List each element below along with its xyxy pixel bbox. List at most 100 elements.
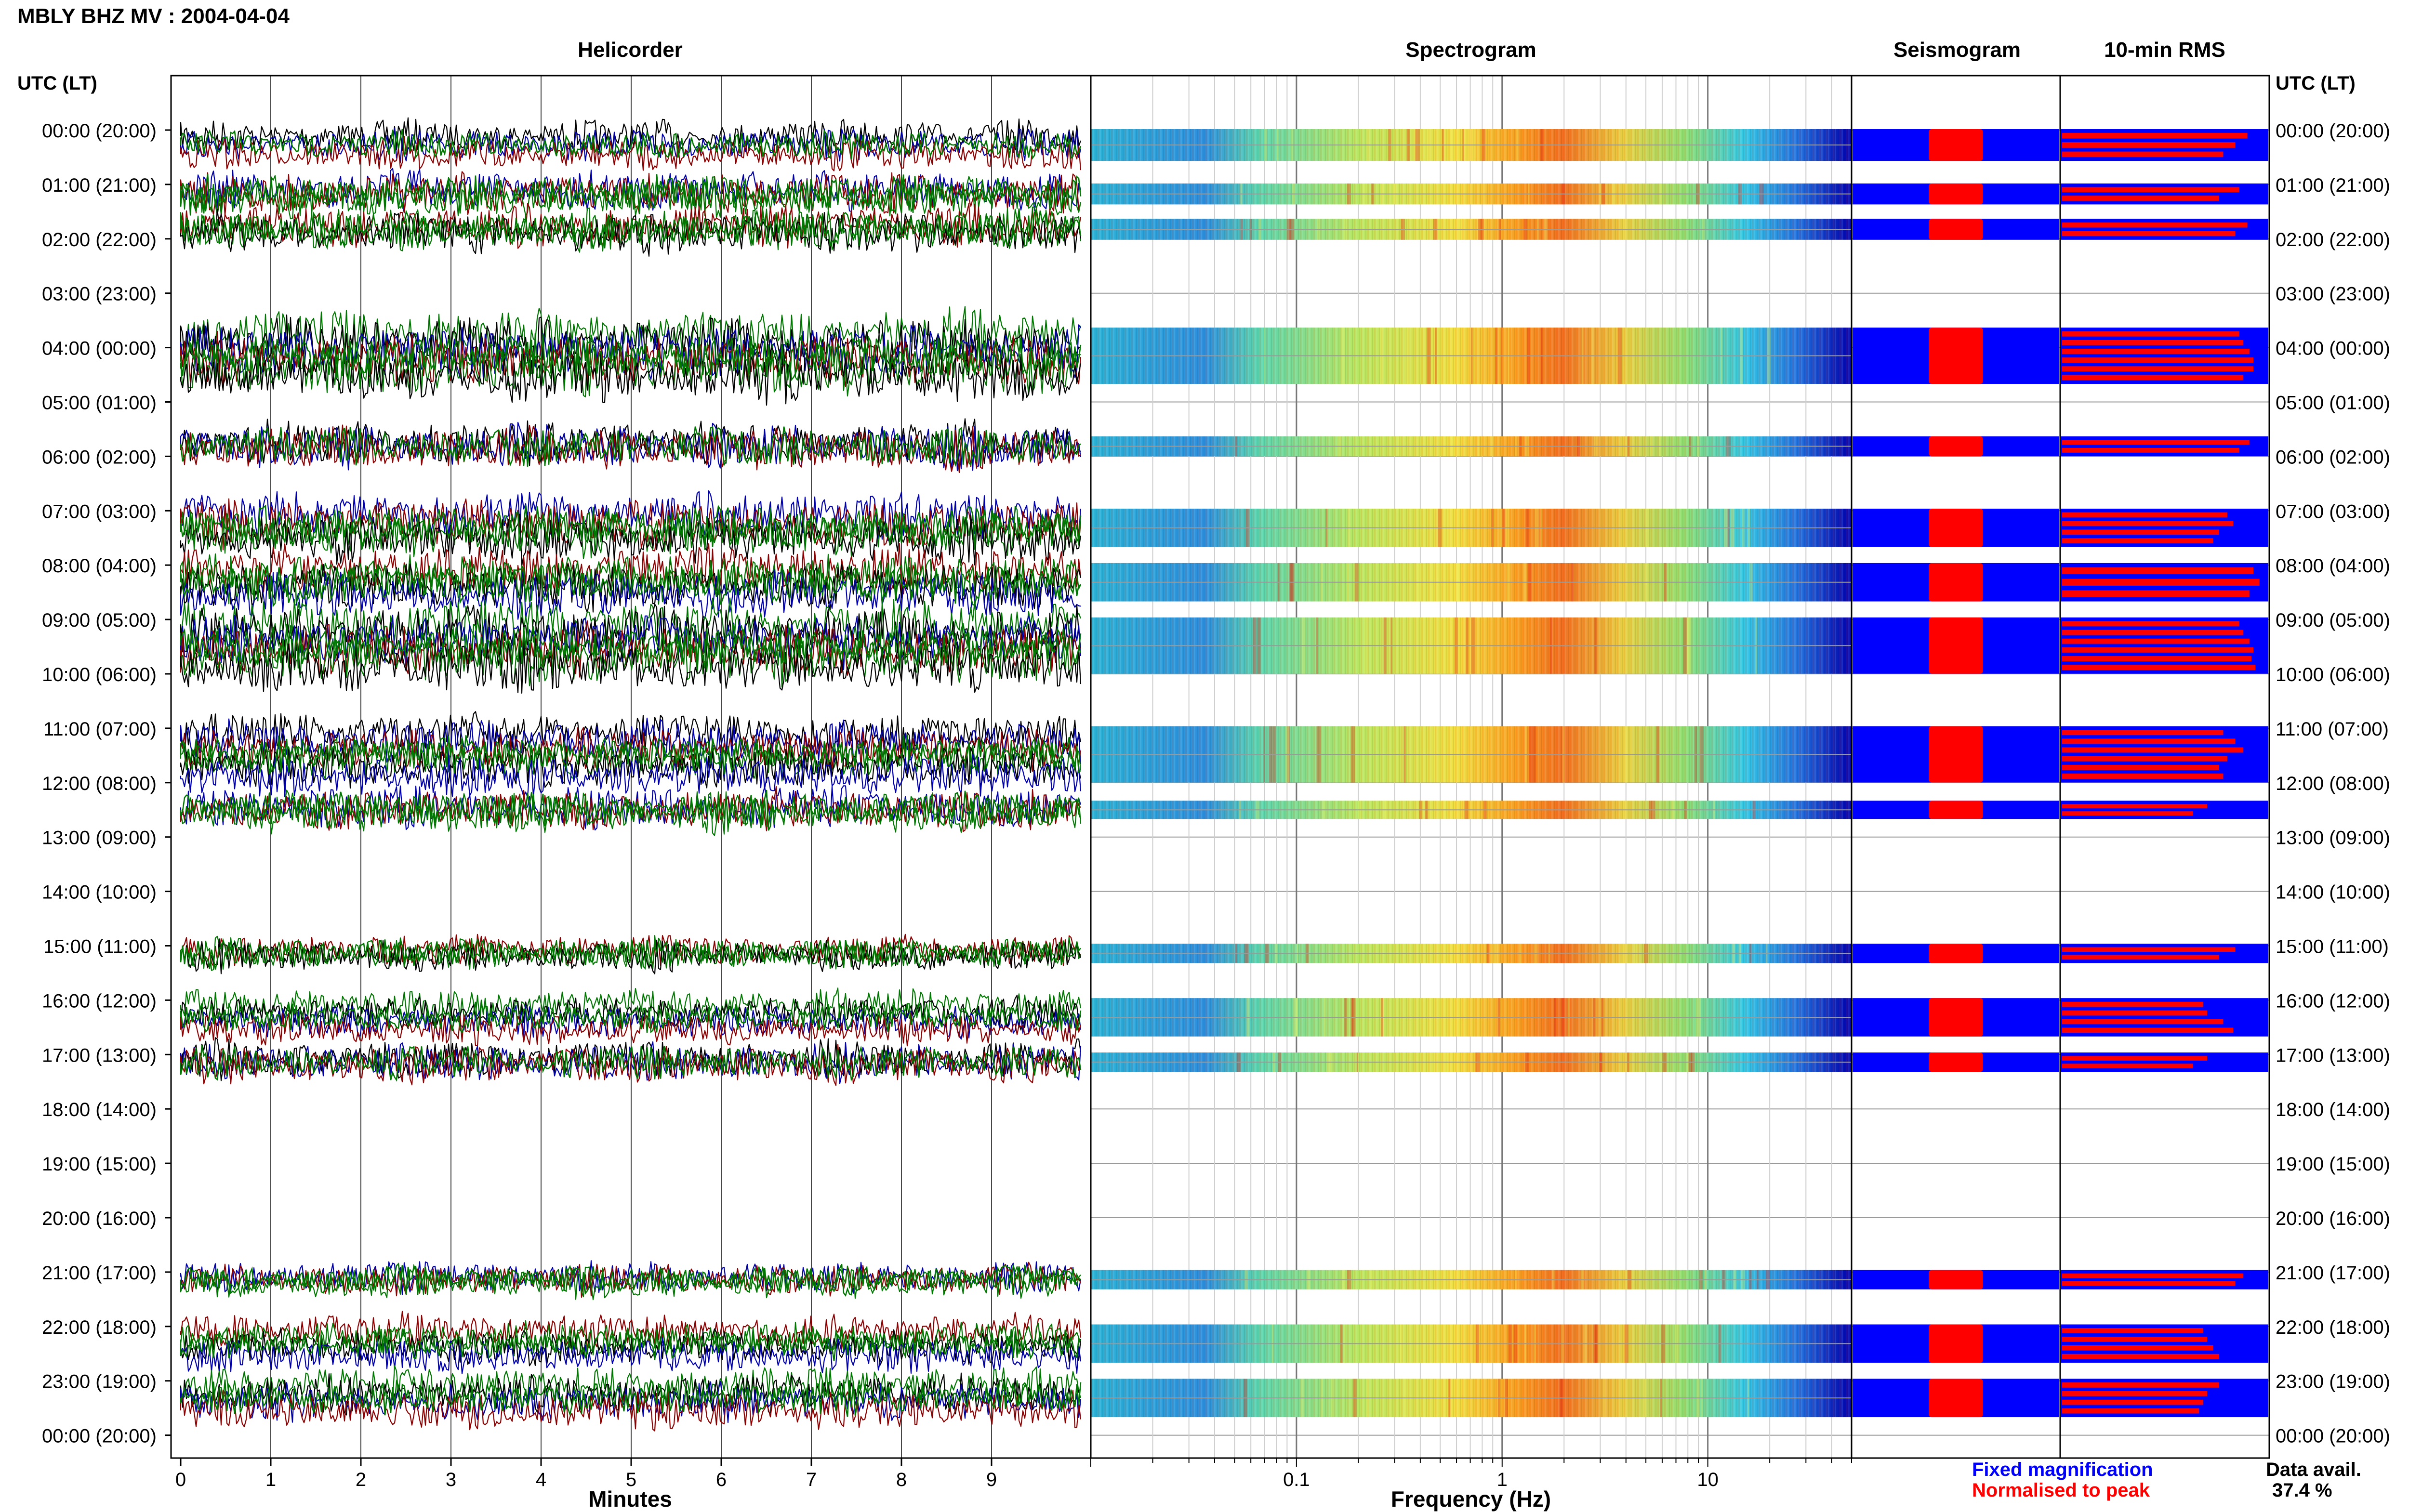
helicorder-trace: [180, 1337, 1082, 1374]
seismogram-normalised-band: [1929, 509, 1983, 547]
row-label-right: 10:00 (06:00): [2276, 664, 2390, 685]
rms-bar: [2062, 340, 2244, 345]
rms-bar: [2062, 1391, 2207, 1396]
row-label-left: 19:00 (15:00): [42, 1154, 157, 1175]
helicorder-trace: [180, 622, 1082, 671]
seismogram-normalised-band: [1929, 183, 1983, 205]
helicorder-trace: [180, 332, 1082, 381]
helicorder-trace: [180, 1041, 1082, 1084]
row-label-left: 23:00 (19:00): [42, 1371, 157, 1393]
rms-bar: [2062, 375, 2244, 381]
row-label-left: 06:00 (02:00): [42, 447, 157, 468]
minute-tick-label: 8: [896, 1469, 907, 1490]
helicorder-trace: [180, 1264, 1081, 1301]
rms-bar: [2062, 764, 2220, 770]
helicorder-trace: [180, 938, 1082, 970]
rms-bar: [2062, 1345, 2213, 1351]
figure-title: MBLY BHZ MV : 2004-04-04: [17, 4, 290, 28]
row-label-right: 12:00 (08:00): [2276, 773, 2390, 794]
row-label-right: 19:00 (15:00): [2276, 1154, 2390, 1175]
rms-bar: [2062, 955, 2220, 960]
seismogram-normalised-band: [1929, 726, 1983, 783]
helicorder-trace: [180, 789, 1082, 831]
seismogram-normalised-band: [1929, 219, 1983, 240]
row-label-right: 01:00 (21:00): [2276, 175, 2390, 196]
row-label-left: 15:00 (11:00): [43, 936, 157, 958]
rms-bar: [2062, 331, 2239, 337]
rms-bar: [2062, 1064, 2193, 1068]
rms-bar: [2062, 538, 2213, 544]
row-label-left: 20:00 (16:00): [42, 1208, 157, 1229]
helicorder-trace: [180, 504, 1082, 552]
rms-bar: [2062, 521, 2234, 526]
helicorder-trace: [180, 615, 1082, 671]
row-label-left: 21:00 (17:00): [42, 1262, 157, 1284]
helicorder-trace: [180, 717, 1082, 764]
rms-bar: [2062, 1056, 2207, 1061]
seismogram-normalised-band: [1929, 129, 1983, 161]
seismogram-normalised-band: [1929, 1052, 1983, 1072]
helicorder-trace: [180, 343, 1081, 397]
helicorder-trace: [180, 426, 1081, 467]
row-label-left: 02:00 (22:00): [42, 229, 157, 250]
rms-bar: [2062, 222, 2248, 228]
seismogram-normalised-band: [1929, 998, 1983, 1037]
row-label-right: 05:00 (01:00): [2276, 393, 2390, 414]
row-label-right: 17:00 (13:00): [2276, 1045, 2390, 1066]
row-label-left: 07:00 (03:00): [42, 501, 157, 522]
helicorder-trace: [180, 209, 1082, 257]
rms-bar: [2062, 1010, 2207, 1016]
row-label-left: 22:00 (18:00): [42, 1317, 157, 1338]
helicorder-traces: [180, 117, 1082, 1432]
minute-tick-label: 3: [446, 1469, 456, 1490]
row-label-left: 01:00 (21:00): [42, 175, 157, 196]
helicorder-trace: [180, 987, 1082, 1023]
rms-bar: [2062, 529, 2220, 535]
helicorder-trace: [180, 746, 1082, 789]
row-label-right: 20:00 (16:00): [2276, 1208, 2390, 1229]
helicorder-trace: [180, 173, 1082, 215]
frequency-tick-label: 10: [1697, 1469, 1719, 1490]
row-label-left: 18:00 (14:00): [42, 1099, 157, 1120]
minute-tick-label: 1: [265, 1469, 276, 1490]
rms-bar: [2062, 1273, 2244, 1278]
rms-bar: [2062, 747, 2244, 753]
helicorder-trace: [180, 1326, 1081, 1361]
rms-bar: [2062, 804, 2207, 809]
row-label-right: 21:00 (17:00): [2276, 1262, 2390, 1284]
rms-bar: [2062, 756, 2227, 762]
rms-fixed-band: [2061, 726, 2268, 783]
rms-fixed-band: [2061, 801, 2268, 819]
row-label-left: 00:00 (20:00): [42, 120, 157, 142]
rms-bar: [2062, 1281, 2236, 1286]
rms-fixed-band: [2061, 1270, 2268, 1289]
helicorder-trace: [180, 1378, 1082, 1417]
rms-fixed-band: [2061, 617, 2268, 674]
minute-tick-label: 0: [175, 1469, 186, 1490]
seismogram-bands: [1853, 129, 2059, 1418]
row-label-right: 03:00 (23:00): [2276, 284, 2390, 305]
rms-fixed-band: [2061, 436, 2268, 457]
rms-bar: [2062, 151, 2224, 158]
row-label-right: 22:00 (18:00): [2276, 1317, 2390, 1338]
rms-bar: [2062, 196, 2220, 201]
data-availability-label: Data avail.: [2266, 1459, 2361, 1480]
seismogram-normalised-band: [1929, 1379, 1983, 1418]
seismogram-normalised-band: [1929, 563, 1983, 602]
row-label-left: 13:00 (09:00): [42, 828, 157, 849]
helicorder-trace: [180, 208, 1082, 250]
row-label-left: 05:00 (01:00): [42, 393, 157, 414]
row-label-right: 23:00 (19:00): [2276, 1371, 2390, 1393]
row-label-right: 02:00 (22:00): [2276, 229, 2390, 250]
rms-bar: [2062, 738, 2236, 744]
rms-bar: [2062, 774, 2224, 779]
row-label-right: 07:00 (03:00): [2276, 501, 2390, 522]
helicorder-trace: [180, 735, 1081, 775]
helicorder-trace: [180, 559, 1081, 608]
helicorder-trace: [180, 347, 1082, 406]
rms-bar: [2062, 630, 2244, 635]
row-label-left: 11:00 (07:00): [43, 719, 157, 740]
spectrogram-bands: [1091, 129, 1852, 1418]
frequency-tick-label: 0.1: [1283, 1469, 1310, 1490]
axis-ticks: 0 1 2 3 4 5 6 7 8 9 0.1 1 10: [165, 129, 1852, 1490]
